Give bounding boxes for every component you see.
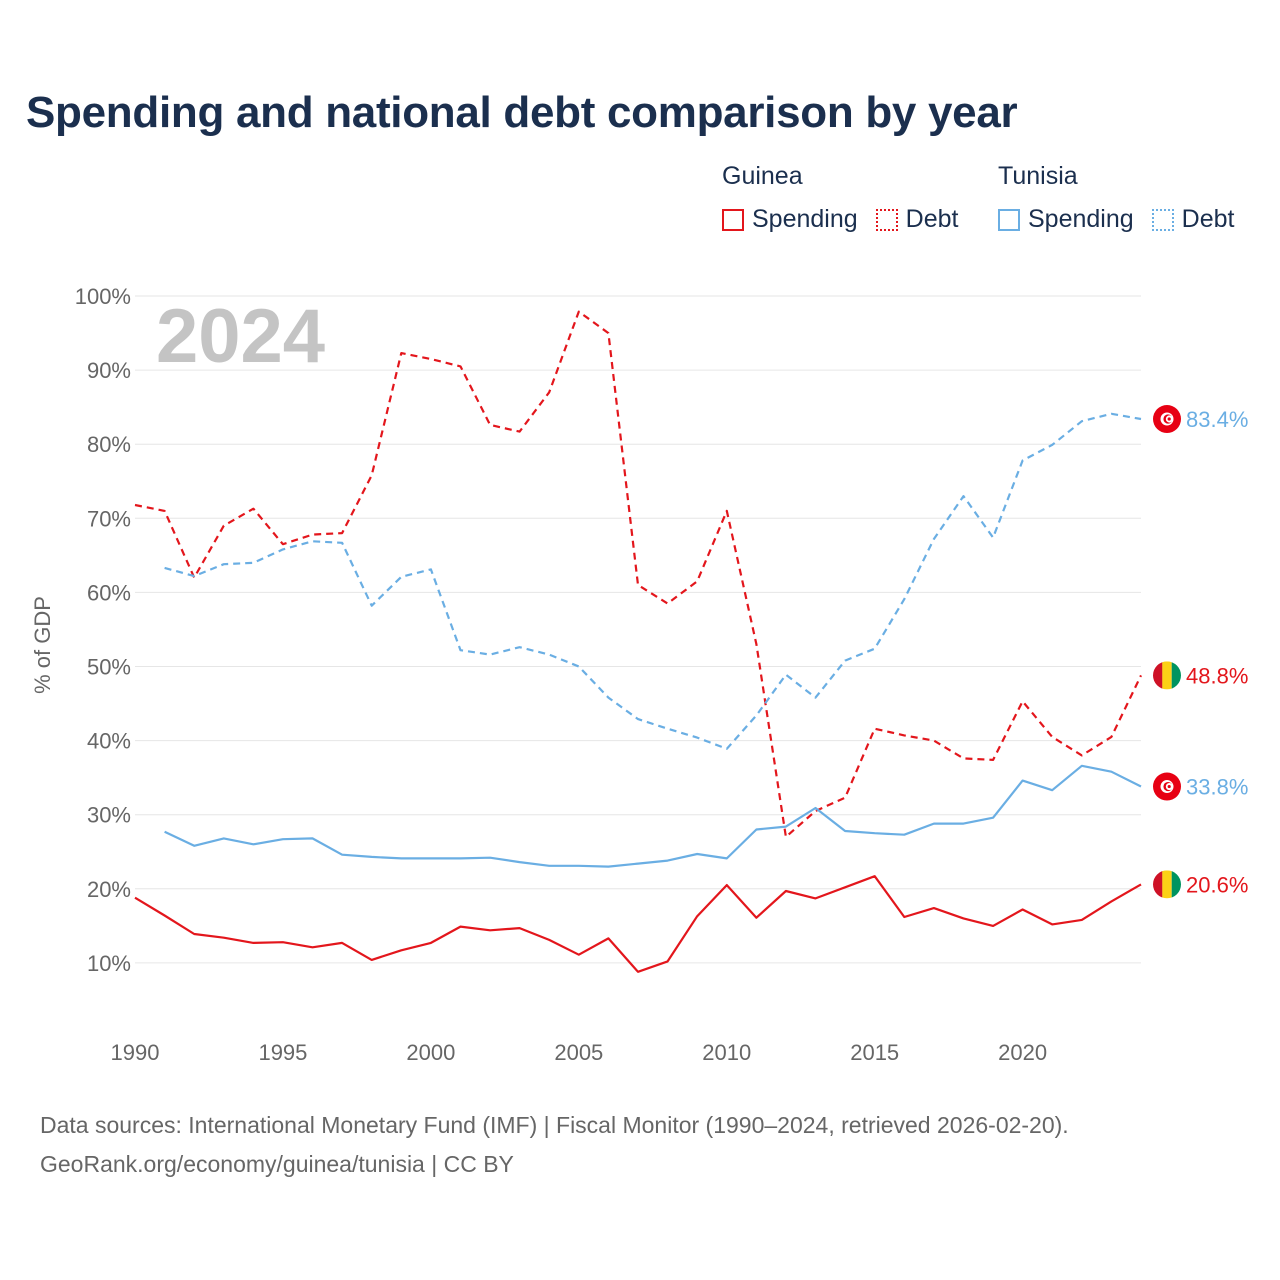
- legend-tunisia-debt[interactable]: Debt: [1151, 205, 1235, 234]
- y-tick-label: 90%: [87, 358, 131, 383]
- legend-guinea-spending-swatch: [722, 208, 744, 231]
- end-value-label: 83.4%: [1186, 407, 1248, 432]
- guinea-flag-yellow: [1162, 870, 1172, 899]
- guinea-flag-green: [1171, 661, 1181, 690]
- legend-tunisia-spending-label: Spending: [1028, 205, 1134, 233]
- end-value-label: 33.8%: [1186, 775, 1248, 800]
- guinea-flag-red: [1153, 870, 1163, 899]
- x-tick-label: 2010: [702, 1040, 751, 1065]
- chart-title: Spending and national debt comparison by…: [26, 88, 1018, 137]
- legend-guinea-debt-swatch: [875, 208, 898, 231]
- x-axis: 1990 1995 2000 2005 2010 2015 2020: [111, 1040, 1048, 1065]
- footer: Data sources: International Monetary Fun…: [40, 1106, 1069, 1184]
- legend-tunisia-spending[interactable]: Spending: [998, 205, 1134, 234]
- x-tick-label: 2000: [406, 1040, 455, 1065]
- x-tick-label: 2015: [850, 1040, 899, 1065]
- y-tick-label: 30%: [87, 803, 131, 828]
- guinea-flag-yellow: [1162, 661, 1172, 690]
- legend-guinea: Guinea Spending Debt: [722, 162, 976, 234]
- y-axis: 10% 20% 30% 40% 50% 60% 70% 80% 90% 100%: [75, 284, 131, 976]
- legend-guinea-debt-label: Debt: [905, 205, 959, 233]
- y-tick-label: 40%: [87, 729, 131, 754]
- tunisia-flag-star: [1167, 417, 1171, 421]
- y-tick-label: 70%: [87, 506, 131, 531]
- x-tick-label: 1990: [111, 1040, 160, 1065]
- legend-tunisia-debt-swatch: [1151, 208, 1174, 231]
- legend-guinea-debt[interactable]: Debt: [875, 205, 959, 234]
- guinea-debt-end-marker: 48.8%: [1153, 661, 1248, 690]
- grid: [135, 295, 1141, 964]
- legend-guinea-name: Guinea: [722, 162, 803, 190]
- guinea-debt-line: [134, 310, 1142, 839]
- x-tick-label: 1995: [258, 1040, 307, 1065]
- footer-sources: Data sources: International Monetary Fun…: [40, 1112, 1069, 1138]
- guinea-flag-green: [1171, 870, 1181, 899]
- guinea-flag-icon: [1153, 661, 1181, 690]
- y-tick-label: 60%: [87, 580, 131, 605]
- y-tick-label: 20%: [87, 877, 131, 902]
- guinea-spending-line: [134, 875, 1142, 973]
- legend-guinea-spending-label: Spending: [752, 205, 858, 233]
- end-value-label: 20.6%: [1186, 872, 1248, 897]
- legend-tunisia-spending-swatch: [998, 208, 1020, 231]
- guinea-flag-red: [1153, 661, 1163, 690]
- tunisia-spending-end-marker: 33.8%: [1153, 772, 1248, 801]
- x-tick-label: 2020: [998, 1040, 1047, 1065]
- y-tick-label: 100%: [75, 284, 131, 309]
- legend-guinea-spending[interactable]: Spending: [722, 205, 858, 234]
- y-tick-label: 80%: [87, 432, 131, 457]
- end-value-label: 48.8%: [1186, 663, 1248, 688]
- end-markers: 48.8% 83.4% 33.8% 20.6%: [1153, 405, 1248, 899]
- tunisia-debt-line: [164, 412, 1142, 750]
- legend-tunisia: Tunisia Spending Debt: [998, 162, 1252, 234]
- line-chart: 10% 20% 30% 40% 50% 60% 70% 80% 90% 100% 1990 1995…: [30, 284, 1248, 1065]
- tunisia-flag-star: [1167, 784, 1171, 789]
- y-tick-label: 10%: [87, 951, 131, 976]
- guinea-spending-end-marker: 20.6%: [1153, 870, 1248, 899]
- footer-credit: GeoRank.org/economy/guinea/tunisia | CC …: [40, 1151, 514, 1177]
- tunisia-debt-end-marker: 83.4%: [1153, 405, 1248, 434]
- series-lines: [134, 310, 1142, 973]
- legend-tunisia-name: Tunisia: [998, 162, 1078, 190]
- legend-tunisia-debt-label: Debt: [1181, 205, 1235, 233]
- guinea-flag-icon: [1153, 870, 1181, 899]
- year-watermark: 2024: [156, 294, 325, 379]
- tunisia-spending-line: [164, 764, 1142, 868]
- y-axis-label: % of GDP: [30, 596, 55, 694]
- x-tick-label: 2005: [554, 1040, 603, 1065]
- y-tick-label: 50%: [87, 655, 131, 680]
